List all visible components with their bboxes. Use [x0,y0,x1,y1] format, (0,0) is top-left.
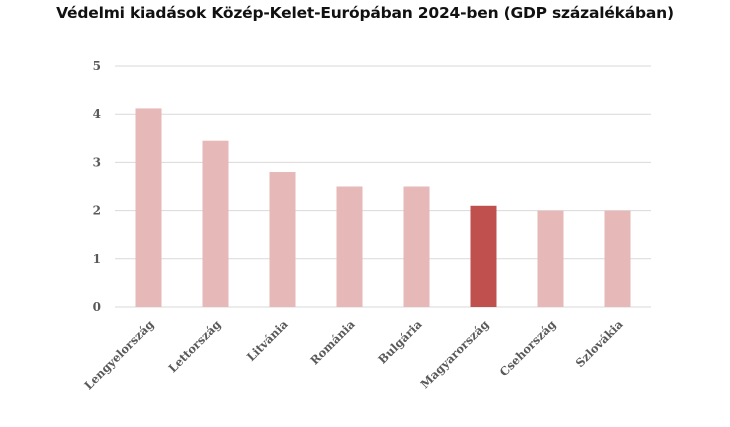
x-tick-label: Szlovákia [573,317,626,370]
x-tick-label: Csehország [497,317,559,379]
x-tick-label: Lengyelország [81,317,156,392]
bar-lengyelország [135,108,162,307]
bar-bulgária [403,186,430,307]
x-tick-label: Litvánia [244,317,291,364]
y-tick-label: 0 [93,300,101,314]
x-tick-label: Magyarország [418,317,492,391]
x-tick-label: Bulgária [375,317,425,367]
y-tick-label: 4 [93,107,101,121]
bar-magyarország [470,205,497,307]
y-tick-label: 3 [93,155,101,169]
y-tick-label: 2 [93,204,101,218]
bar-litvánia [269,172,296,307]
x-tick-label: Lettország [165,317,223,375]
bar-csehország [537,210,564,307]
y-tick-label: 5 [93,59,101,73]
x-tick-label: Románia [307,317,358,368]
y-tick-label: 1 [93,252,101,266]
bar-lettország [202,140,229,307]
bar-szlovákia [604,210,631,307]
chart-title: Védelmi kiadások Közép-Kelet-Európában 2… [56,4,674,22]
bar-románia [336,186,363,307]
